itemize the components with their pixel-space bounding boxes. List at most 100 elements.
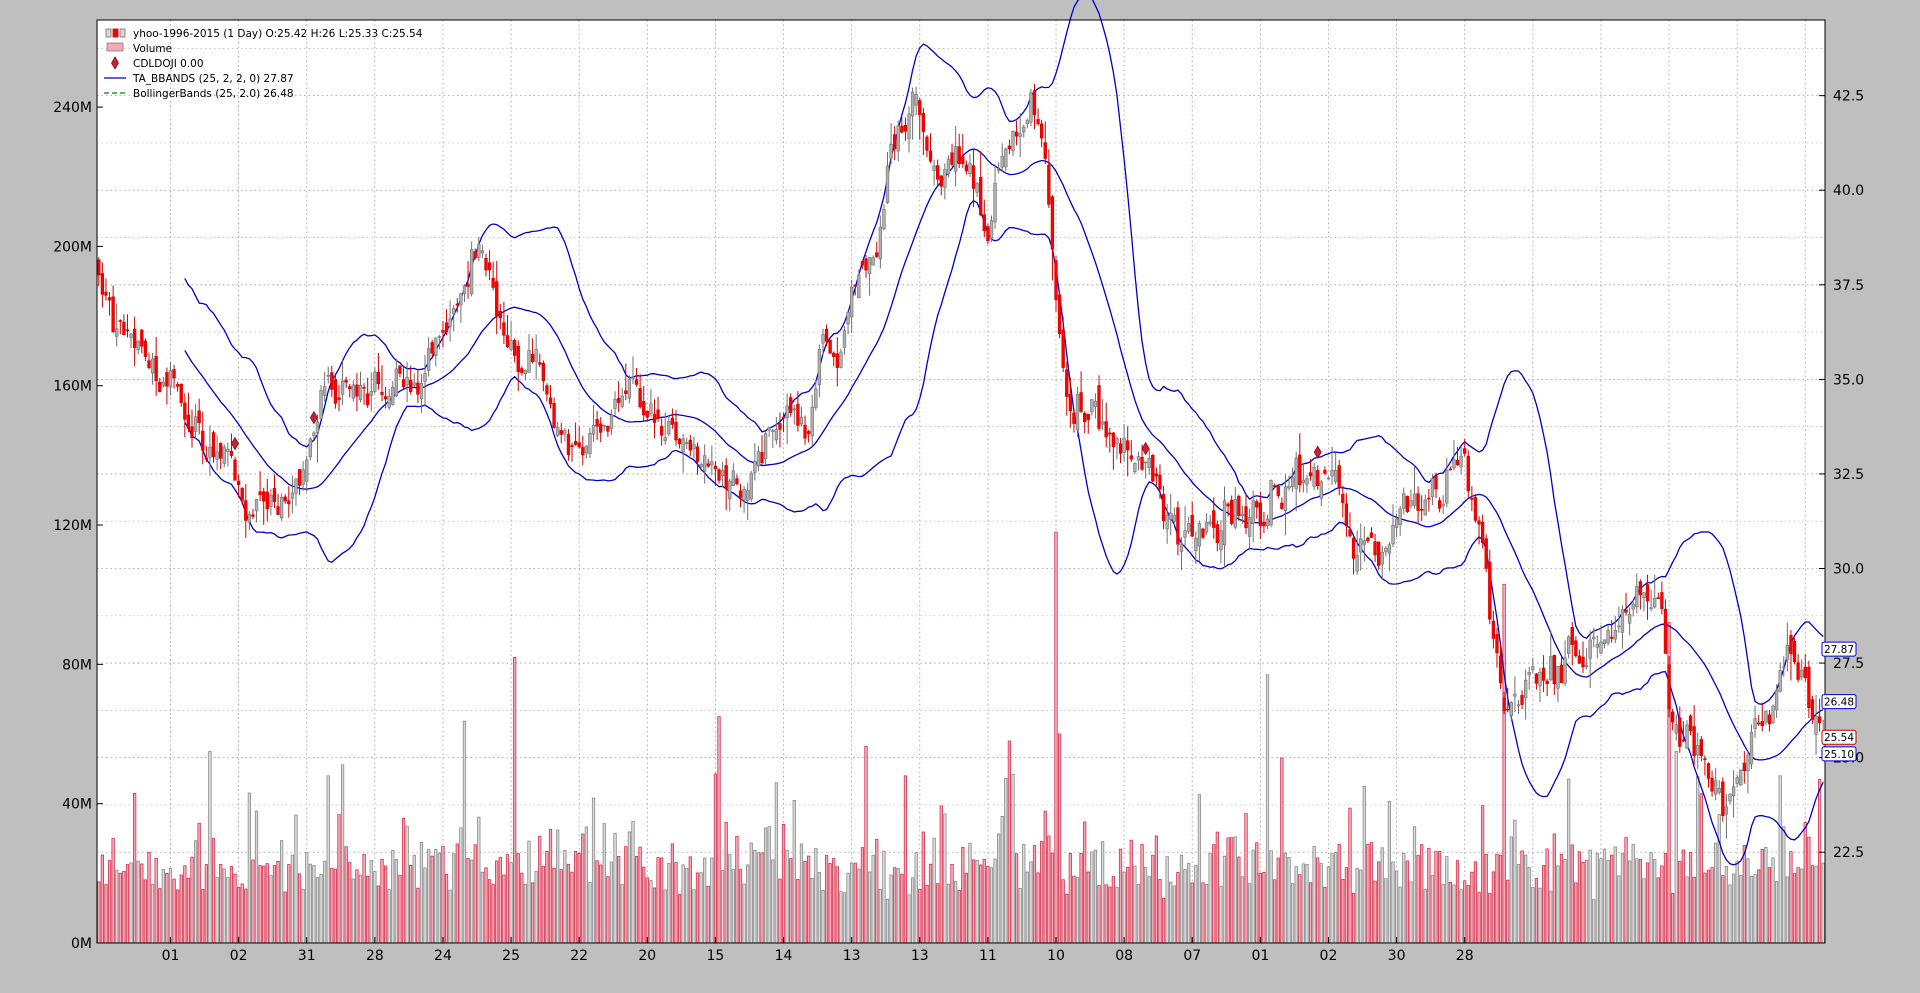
last-value-labels: 27.87 26.48 25.54 25.10 (1821, 641, 1857, 762)
volume-bar (731, 869, 735, 944)
legend-bbands-label: BollingerBands (25, 2.0) 26.48 (133, 88, 294, 100)
candle-body (527, 349, 531, 373)
volume-bar (778, 878, 782, 944)
volume-bar (129, 862, 133, 944)
candle-body (484, 258, 488, 271)
volume-bar (896, 868, 900, 944)
volume-bar (1502, 583, 1506, 944)
volume-bar (534, 870, 538, 944)
candle-body (961, 156, 965, 164)
volume-bar (695, 872, 700, 944)
volume-bar (466, 857, 470, 944)
candle-body (1420, 508, 1424, 511)
volume-bar (208, 751, 212, 944)
volume-bar (1215, 831, 1219, 944)
candle-body (312, 432, 316, 436)
volume-bar (527, 840, 531, 944)
candle-body (530, 353, 535, 362)
candle-body (1577, 655, 1582, 664)
candle-body (1739, 769, 1743, 786)
volume-bar (1097, 885, 1101, 944)
volume-bar (462, 720, 467, 944)
candle-body (1430, 478, 1435, 498)
candle-body (294, 478, 298, 494)
last-value-box (1821, 641, 1857, 657)
candle-body (444, 322, 449, 333)
candle-body (462, 285, 467, 294)
candle-body (548, 397, 553, 405)
volume-bar (1337, 843, 1341, 944)
candle-body (824, 328, 829, 342)
legend-entry-ta-bbands: TA_BBANDS (25, 2, 2, 0) 27.87 (104, 73, 294, 85)
candle-body (326, 374, 330, 377)
volume-bar (380, 858, 384, 944)
candle-body (767, 427, 771, 431)
candle-body (1161, 494, 1166, 521)
volume-bar (921, 831, 925, 944)
candle-body (541, 362, 546, 382)
volume-bar (760, 852, 764, 944)
volume-bar (1699, 793, 1703, 944)
volume-bar (1803, 822, 1807, 944)
volume-bar (455, 843, 459, 944)
candle-body (1040, 123, 1044, 139)
legend-doji-label: CDLDOJI 0.00 (133, 58, 204, 70)
candle-body (806, 431, 811, 434)
candle-body (229, 450, 234, 456)
volume-bar (735, 836, 739, 944)
volume-bar (832, 858, 836, 944)
candle-body (473, 251, 477, 259)
volume-bar (391, 850, 395, 944)
candle-body (599, 423, 603, 433)
volume-bar (1613, 846, 1617, 944)
candle-body (559, 430, 563, 435)
volume-bar (473, 844, 477, 944)
candle-body (900, 125, 904, 133)
volume-bar (1696, 776, 1700, 944)
candle-body (803, 424, 807, 439)
volume-bar (1574, 882, 1578, 944)
volume-bar (1653, 859, 1657, 944)
candle-body (1785, 645, 1790, 660)
volume-bar (1412, 826, 1417, 944)
candle-body (889, 143, 893, 159)
candle-body (620, 395, 624, 407)
candle-body (262, 491, 266, 502)
volume-bar (1291, 883, 1295, 944)
volume-bar (885, 898, 890, 944)
volume-bar (1090, 851, 1094, 944)
candle-body (875, 252, 879, 257)
candle-body (1541, 667, 1546, 681)
volume-bar (764, 827, 768, 944)
candle-body (1602, 639, 1607, 644)
volume-bar (588, 882, 592, 944)
candle-body (1531, 666, 1535, 671)
volume-bar (1484, 853, 1488, 944)
candle-body (1610, 636, 1614, 639)
volume-bar (774, 782, 778, 944)
candle-body (1154, 473, 1159, 477)
candle-body (864, 258, 868, 271)
candle-body (1287, 485, 1291, 489)
volume-bar (925, 884, 929, 944)
candle-body (405, 376, 409, 386)
volume-bar (771, 859, 775, 944)
candle-body (907, 113, 911, 140)
volume-bar (954, 881, 958, 944)
volume-bar (1427, 847, 1431, 944)
candle-body (154, 356, 158, 382)
volume-bar (677, 894, 682, 944)
volume-bar (807, 855, 811, 944)
candle-body (1380, 551, 1384, 565)
volume-bar (1122, 871, 1126, 944)
candle-body (366, 393, 370, 406)
volume-bar (1262, 872, 1266, 944)
volume-bar (1061, 879, 1065, 944)
volume-bar (326, 775, 330, 944)
candle-body (1713, 780, 1718, 795)
date-tick-label: 31 (298, 948, 316, 964)
candle-body (136, 340, 140, 350)
volume-bar (756, 852, 761, 944)
volume-bar (986, 865, 990, 944)
candle-body (1549, 655, 1553, 681)
